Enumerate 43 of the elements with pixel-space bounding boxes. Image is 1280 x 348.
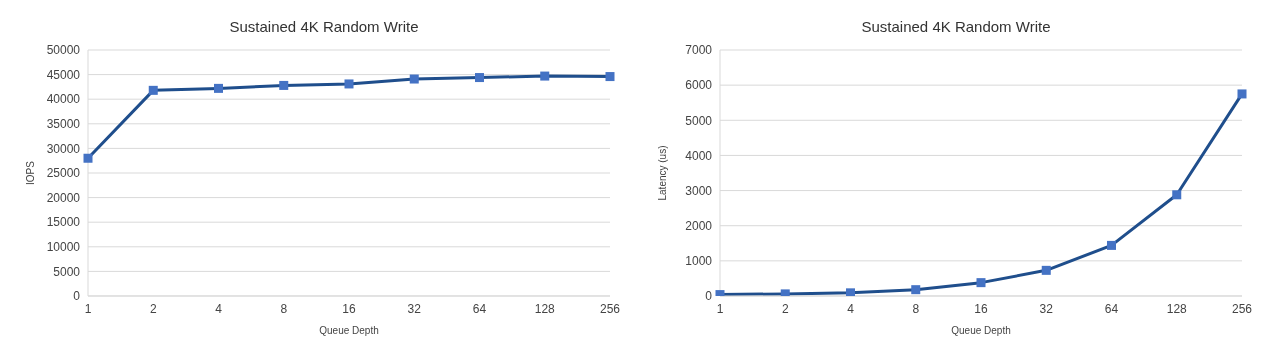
y-tick-label: 10000 (46, 240, 81, 255)
x-tick-label: 64 (472, 301, 487, 316)
x-tick-label: 32 (1039, 301, 1054, 316)
x-tick-label: 2 (781, 301, 789, 316)
y-tick-label: 0 (73, 289, 81, 304)
y-axis-title: Latency (us) (656, 145, 668, 201)
y-tick-label: 30000 (46, 141, 81, 156)
y-tick-label: 20000 (46, 190, 81, 205)
x-tick-label: 4 (215, 301, 223, 316)
y-tick-label: 5000 (53, 264, 81, 279)
x-tick-label: 256 (1231, 301, 1253, 316)
x-tick-label: 128 (534, 301, 556, 316)
x-tick-label: 16 (974, 301, 988, 316)
x-tick-label: 64 (1104, 301, 1119, 316)
y-tick-label: 1000 (685, 254, 713, 269)
x-tick-label: 4 (847, 301, 855, 316)
x-tick-label: 128 (1166, 301, 1188, 316)
x-axis-title: Queue Depth (319, 325, 379, 336)
x-axis-title: Queue Depth (951, 325, 1011, 336)
y-tick-label: 50000 (46, 43, 81, 58)
y-tick-label: 45000 (46, 67, 81, 82)
x-tick-label: 8 (280, 301, 288, 316)
y-tick-label: 15000 (46, 215, 81, 230)
y-tick-label: 5000 (685, 113, 713, 128)
x-tick-label: 256 (599, 301, 621, 316)
y-tick-label: 2000 (685, 218, 713, 233)
x-tick-label: 32 (407, 301, 422, 316)
x-tick-label: 1 (84, 301, 92, 316)
y-tick-label: 6000 (685, 78, 713, 93)
y-tick-label: 40000 (46, 92, 81, 107)
chart-title: Sustained 4K Random Write (228, 17, 420, 37)
x-tick-label: 16 (342, 301, 356, 316)
x-tick-label: 1 (716, 301, 724, 316)
y-tick-label: 35000 (46, 117, 81, 132)
y-tick-label: 7000 (685, 43, 713, 58)
x-tick-label: 2 (149, 301, 157, 316)
y-axis-title: IOPS (24, 160, 36, 185)
y-tick-label: 4000 (685, 148, 713, 163)
y-tick-label: 3000 (685, 183, 713, 198)
chart-title: Sustained 4K Random Write (860, 17, 1052, 37)
x-tick-label: 8 (912, 301, 920, 316)
y-tick-label: 25000 (46, 166, 81, 181)
y-tick-label: 0 (705, 289, 713, 304)
